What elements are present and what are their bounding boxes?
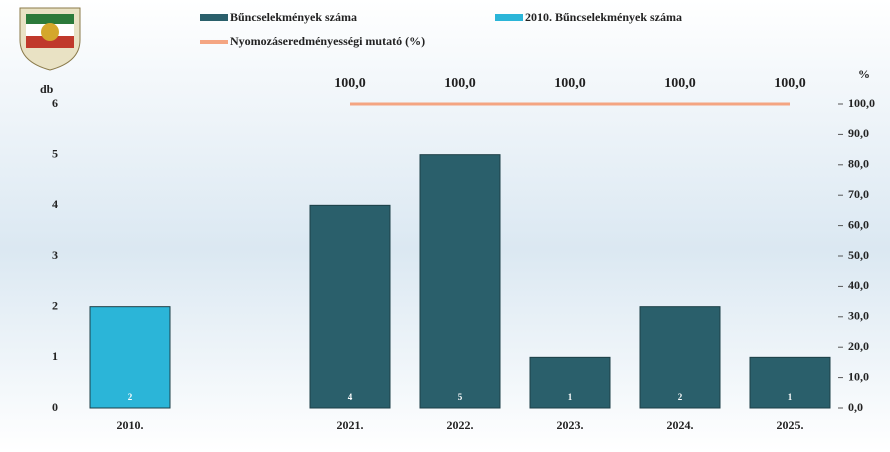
y2-tick-label: 60,0 [848, 217, 869, 231]
line-value-label: 100,0 [554, 76, 586, 91]
y-tick-label: 3 [52, 248, 58, 262]
y2-tick-label: 50,0 [848, 248, 869, 262]
y2-tick-label: 90,0 [848, 126, 869, 140]
bar-value-label: 2 [678, 392, 683, 402]
y2-tick-label: 0,0 [848, 400, 863, 414]
x-tick-label: 2023. [557, 418, 584, 432]
y-tick-label: 4 [52, 197, 58, 211]
line-value-label: 100,0 [664, 76, 696, 91]
y2-axis-title: % [858, 67, 870, 81]
legend-label: 2010. Bűncselekmények száma [525, 10, 682, 24]
legend-label: Bűncselekmények száma [230, 10, 357, 24]
y-tick-label: 5 [52, 146, 58, 160]
y2-tick-label: 30,0 [848, 309, 869, 323]
x-tick-label: 2024. [667, 418, 694, 432]
bar-value-label: 5 [458, 392, 463, 402]
bar-value-label: 2 [128, 392, 133, 402]
y2-tick-label: 70,0 [848, 187, 869, 201]
x-tick-label: 2021. [337, 418, 364, 432]
legend-label: Nyomozáseredményességi mutató (%) [230, 34, 425, 48]
y-tick-label: 6 [52, 96, 58, 110]
legend-swatch [200, 14, 228, 21]
line-value-label: 100,0 [444, 76, 476, 91]
y-tick-label: 2 [52, 298, 58, 312]
y-tick-label: 1 [52, 349, 58, 363]
y-axis-title: db [40, 82, 54, 96]
bar [310, 205, 390, 408]
line-value-label: 100,0 [774, 76, 806, 91]
chart: db % 01234560,010,020,030,040,050,060,07… [0, 0, 890, 452]
y-tick-label: 0 [52, 400, 58, 414]
line-value-label: 100,0 [334, 76, 366, 91]
bar-value-label: 4 [348, 392, 353, 402]
y2-tick-label: 40,0 [848, 278, 869, 292]
bar-value-label: 1 [788, 392, 793, 402]
bar-value-label: 1 [568, 392, 573, 402]
y2-tick-label: 20,0 [848, 339, 869, 353]
x-tick-label: 2010. [117, 418, 144, 432]
bar [420, 155, 500, 408]
x-tick-label: 2022. [447, 418, 474, 432]
legend-swatch [495, 14, 523, 21]
y2-tick-label: 10,0 [848, 369, 869, 383]
x-tick-label: 2025. [777, 418, 804, 432]
y2-tick-label: 100,0 [848, 96, 875, 110]
y2-tick-label: 80,0 [848, 157, 869, 171]
